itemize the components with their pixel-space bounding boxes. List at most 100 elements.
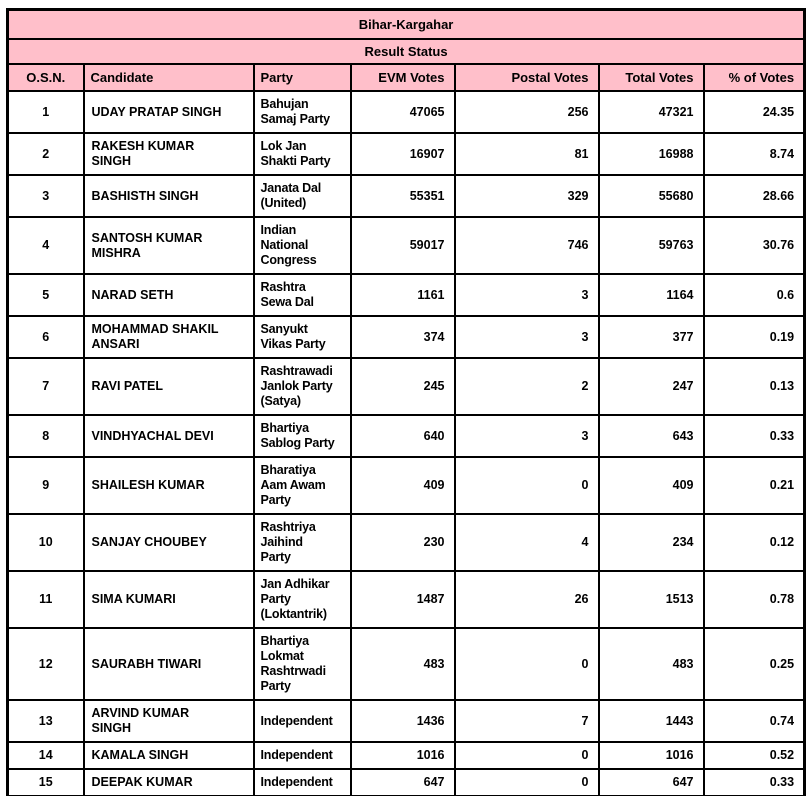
party-cell: Jan Adhikar Party (Loktantrik) [252, 570, 352, 629]
percent-votes-cell: 8.74 [702, 132, 806, 176]
total-votes-cell: 1443 [597, 699, 705, 743]
result-status-title: Result Status [6, 38, 806, 65]
evm-votes-cell: 374 [349, 315, 456, 359]
column-header-row: O.S.N. Candidate Party EVM Votes Postal … [6, 63, 806, 92]
percent-votes-cell: 0.21 [702, 456, 806, 515]
total-votes-cell: 234 [597, 513, 705, 572]
postal-votes-cell: 4 [453, 513, 600, 572]
osn-cell: 3 [6, 174, 85, 218]
candidate-cell: KAMALA SINGH [82, 741, 255, 770]
candidate-cell: MOHAMMAD SHAKIL ANSARI [82, 315, 255, 359]
party-cell: Bahujan Samaj Party [252, 90, 352, 134]
osn-cell: 12 [6, 627, 85, 701]
table-row: 15 DEEPAK KUMAR Independent 647 0 647 0.33 [6, 768, 806, 796]
header-total-votes: Total Votes [597, 63, 705, 92]
evm-votes-cell: 55351 [349, 174, 456, 218]
percent-votes-cell: 0.6 [702, 273, 806, 317]
percent-votes-cell: 0.74 [702, 699, 806, 743]
total-votes-cell: 247 [597, 357, 705, 416]
party-cell: Indian National Congress [252, 216, 352, 275]
party-cell: Independent [252, 741, 352, 770]
header-postal-votes: Postal Votes [453, 63, 600, 92]
subtitle-row: Result Status [6, 38, 806, 65]
osn-cell: 9 [6, 456, 85, 515]
party-cell: Independent [252, 699, 352, 743]
evm-votes-cell: 245 [349, 357, 456, 416]
osn-cell: 6 [6, 315, 85, 359]
percent-votes-cell: 0.25 [702, 627, 806, 701]
table-row: 2 RAKESH KUMAR SINGH Lok Jan Shakti Party 1… [6, 132, 806, 176]
postal-votes-cell: 0 [453, 627, 600, 701]
percent-votes-cell: 0.52 [702, 741, 806, 770]
osn-cell: 15 [6, 768, 85, 796]
postal-votes-cell: 81 [453, 132, 600, 176]
postal-votes-cell: 7 [453, 699, 600, 743]
evm-votes-cell: 16907 [349, 132, 456, 176]
postal-votes-cell: 3 [453, 414, 600, 458]
result-table: Bihar-Kargahar Result Status O.S.N. Cand… [6, 8, 807, 796]
postal-votes-cell: 3 [453, 273, 600, 317]
osn-cell: 1 [6, 90, 85, 134]
party-cell: Janata Dal (United) [252, 174, 352, 218]
total-votes-cell: 1164 [597, 273, 705, 317]
postal-votes-cell: 0 [453, 456, 600, 515]
total-votes-cell: 47321 [597, 90, 705, 134]
constituency-title: Bihar-Kargahar [6, 8, 806, 40]
evm-votes-cell: 409 [349, 456, 456, 515]
osn-cell: 2 [6, 132, 85, 176]
table-row: 3 BASHISTH SINGH Janata Dal (United) 55351 3… [6, 174, 806, 218]
percent-votes-cell: 0.13 [702, 357, 806, 416]
candidate-cell: SANTOSH KUMAR MISHRA [82, 216, 255, 275]
total-votes-cell: 55680 [597, 174, 705, 218]
total-votes-cell: 59763 [597, 216, 705, 275]
party-cell: Rashtra Sewa Dal [252, 273, 352, 317]
table-row: 4 SANTOSH KUMAR MISHRA Indian National Con… [6, 216, 806, 275]
party-cell: Lok Jan Shakti Party [252, 132, 352, 176]
postal-votes-cell: 256 [453, 90, 600, 134]
evm-votes-cell: 483 [349, 627, 456, 701]
header-evm-votes: EVM Votes [349, 63, 456, 92]
party-cell: Bharatiya Aam Awam Party [252, 456, 352, 515]
party-cell: Rashtriya Jaihind Party [252, 513, 352, 572]
osn-cell: 10 [6, 513, 85, 572]
evm-votes-cell: 1487 [349, 570, 456, 629]
table-row: 12 SAURABH TIWARI Bhartiya Lokmat Rashtrwa… [6, 627, 806, 701]
candidate-cell: SAURABH TIWARI [82, 627, 255, 701]
postal-votes-cell: 329 [453, 174, 600, 218]
header-candidate: Candidate [82, 63, 255, 92]
party-cell: Bhartiya Sablog Party [252, 414, 352, 458]
postal-votes-cell: 26 [453, 570, 600, 629]
party-cell: Rashtrawadi Janlok Party (Satya) [252, 357, 352, 416]
osn-cell: 4 [6, 216, 85, 275]
candidate-cell: RAKESH KUMAR SINGH [82, 132, 255, 176]
osn-cell: 8 [6, 414, 85, 458]
evm-votes-cell: 1161 [349, 273, 456, 317]
percent-votes-cell: 0.12 [702, 513, 806, 572]
evm-votes-cell: 59017 [349, 216, 456, 275]
party-cell: Sanyukt Vikas Party [252, 315, 352, 359]
percent-votes-cell: 30.76 [702, 216, 806, 275]
evm-votes-cell: 1436 [349, 699, 456, 743]
table-row: 1 UDAY PRATAP SINGH Bahujan Samaj Party 470… [6, 90, 806, 134]
osn-cell: 13 [6, 699, 85, 743]
results-body: 1 UDAY PRATAP SINGH Bahujan Samaj Party 470… [6, 90, 806, 796]
candidate-cell: SHAILESH KUMAR [82, 456, 255, 515]
evm-votes-cell: 1016 [349, 741, 456, 770]
total-votes-cell: 483 [597, 627, 705, 701]
header-pct-votes: % of Votes [702, 63, 806, 92]
percent-votes-cell: 0.33 [702, 414, 806, 458]
table-row: 13 ARVIND KUMAR SINGH Independent 1436 7 1443… [6, 699, 806, 743]
percent-votes-cell: 24.35 [702, 90, 806, 134]
evm-votes-cell: 647 [349, 768, 456, 796]
table-row: 9 SHAILESH KUMAR Bharatiya Aam Awam Party 4… [6, 456, 806, 515]
total-votes-cell: 643 [597, 414, 705, 458]
evm-votes-cell: 47065 [349, 90, 456, 134]
total-votes-cell: 647 [597, 768, 705, 796]
table-row: 8 VINDHYACHAL DEVI Bhartiya Sablog Party 64… [6, 414, 806, 458]
percent-votes-cell: 0.19 [702, 315, 806, 359]
total-votes-cell: 1513 [597, 570, 705, 629]
postal-votes-cell: 3 [453, 315, 600, 359]
postal-votes-cell: 746 [453, 216, 600, 275]
osn-cell: 5 [6, 273, 85, 317]
